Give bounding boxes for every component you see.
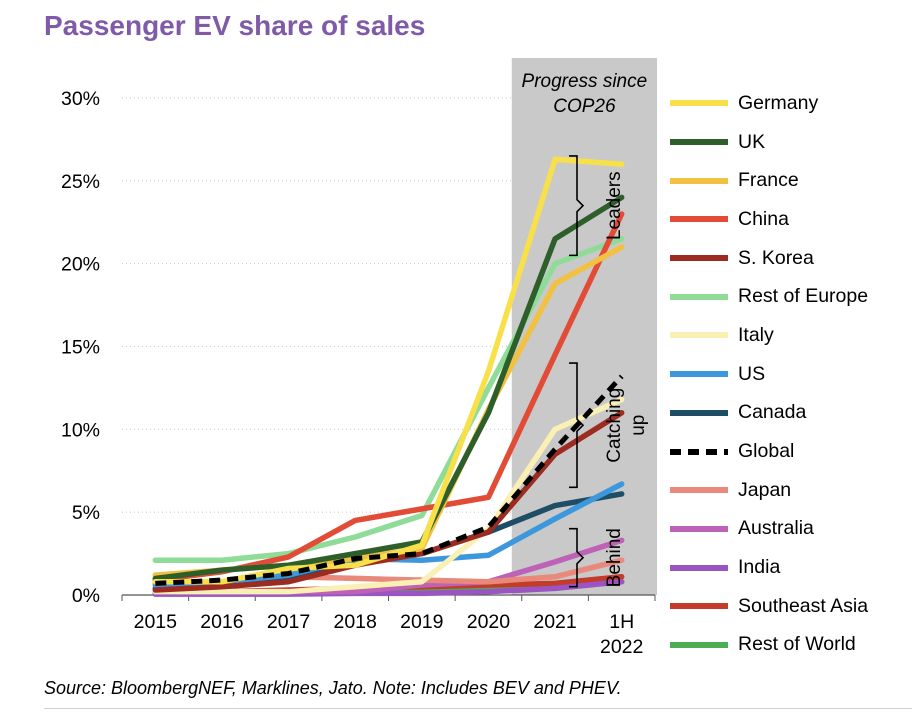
legend-label: Canada [738,401,807,424]
legend-swatch [668,215,730,223]
legend-swatch [668,177,730,185]
x-tick-label: 1H [609,611,634,633]
chart-title: Passenger EV share of sales [44,10,426,41]
group-bracket [569,155,585,257]
legend-swatch [668,99,730,107]
group-label: Behind [604,528,625,587]
series-line-rest-of-europe [152,236,625,563]
legend-swatch [668,138,730,146]
legend-swatch [668,564,730,572]
x-tick-label: 2017 [267,611,310,633]
legend-label: Italy [738,323,774,346]
y-tick-label: 20% [61,254,100,276]
legend-item: Rest of Europe [668,277,908,316]
series-line-s-korea [152,410,625,593]
legend-label: Global [738,440,795,463]
legend-item: Rest of World [668,626,908,665]
group-label: Leaders [604,171,625,240]
legend-item: Germany [668,84,908,123]
legend-label: China [738,207,789,230]
shaded-region-label: COP26 [553,96,616,117]
legend-label: US [738,362,766,385]
legend-item: Japan [668,471,908,510]
legend-swatch [668,602,730,610]
legend-swatch [668,370,730,378]
legend-swatch [668,331,730,339]
legend-label: France [738,169,799,192]
legend-item: US [668,355,908,394]
legend-label: UK [738,130,766,153]
legend-label: India [738,556,781,579]
x-tick-label: 2021 [533,611,576,633]
legend-label: Australia [738,517,814,540]
legend-item: Southeast Asia [668,587,908,626]
legend-item: China [668,200,908,239]
x-tick-label: 2022 [600,636,643,658]
group-label: up [628,415,649,436]
group-bracket [569,362,585,489]
y-tick-label: 15% [61,337,100,359]
legend-swatch [668,254,730,262]
x-tick-label: 2018 [333,611,376,633]
legend-swatch [668,293,730,301]
group-bracket [569,527,585,588]
bottom-divider [44,708,912,709]
group-label: Catching [604,388,625,463]
legend-label: Japan [738,478,792,501]
y-tick-label: 25% [61,171,100,193]
source-note: Source: BloombergNEF, Marklines, Jato. N… [44,678,622,698]
y-tick-label: 30% [61,88,100,110]
y-tick-label: 5% [72,502,100,524]
legend-item: Australia [668,510,908,549]
series-line-uk [152,194,625,582]
y-tick-label: 10% [61,419,100,441]
legend-item: Canada [668,394,908,433]
x-tick-label: 2019 [400,611,443,633]
legend-swatch [668,448,730,456]
legend-label: S. Korea [738,246,814,269]
legend-item: Global [668,432,908,471]
legend: Germany UK France China S. Korea Rest of Euro… [668,84,908,664]
legend-item: S. Korea [668,239,908,278]
shaded-region-label: Progress since [522,71,648,92]
legend-item: France [668,161,908,200]
y-tick-label: 0% [72,585,100,607]
legend-item: Italy [668,316,908,355]
series-line-global [155,374,624,586]
legend-item: UK [668,123,908,162]
legend-swatch [668,486,730,494]
legend-label: Southeast Asia [738,594,869,617]
x-tick-label: 2015 [134,611,178,633]
legend-swatch [668,641,730,649]
x-tick-label: 2020 [467,611,511,633]
legend-swatch [668,525,730,533]
x-tick-label: 2016 [200,611,243,633]
series-line-italy [152,396,625,595]
legend-swatch [668,409,730,417]
legend-label: Rest of Europe [738,285,869,308]
legend-item: India [668,548,908,587]
legend-label: Rest of World [738,633,856,656]
legend-label: Germany [738,91,819,114]
